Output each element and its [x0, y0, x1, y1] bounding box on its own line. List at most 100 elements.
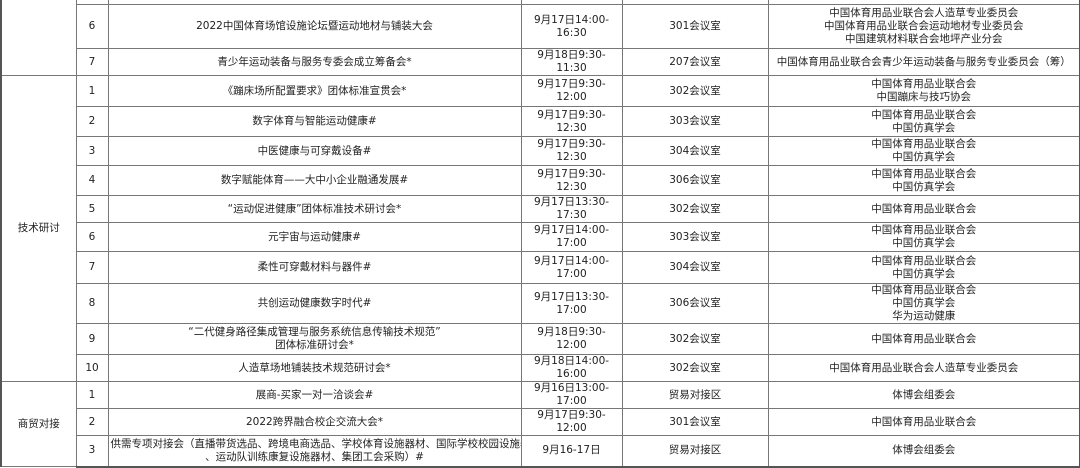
title-cell: 共创运动健康数字时代# [107, 283, 522, 324]
organizer-cell-line: 中国体育用品业联合会 [871, 332, 977, 345]
number-cell: 3 [75, 136, 109, 166]
time-cell: 9月17日13:30-17:30 [520, 195, 623, 223]
category-cell [0, 0, 77, 76]
organizer-cell: 中国体育用品业联合会 中国仿真学会 [767, 251, 1080, 284]
organizer-cell-line: 体博会组委会 [892, 388, 956, 401]
title-cell-line: 供需专项对接会（直播带货选品、跨境电商选品、学校体育设施器材、国际学校校园设施器… [110, 437, 521, 450]
title-cell: 中医健康与可穿戴设备# [107, 136, 522, 166]
number-cell: 4 [75, 165, 109, 196]
table-row: 9 “二代健身路径集成管理与服务系统信息传输技术规范” 团体标准研讨会* 9月18日9… [1, 323, 1080, 355]
organizer-cell-line: 中国体育用品业联合会 [871, 167, 977, 180]
organizer-cell-line: 中国仿真学会 [892, 151, 956, 163]
title-cell-line: 中医健康与可穿戴设备# [257, 144, 372, 157]
room-cell: 304会议室 [621, 136, 769, 166]
title-cell: 展商-买家一对一洽谈会# [107, 381, 522, 409]
table-row: 3 供需专项对接会（直播带货选品、跨境电商选品、学校体育设施器材、国际学校校园设施… [1, 435, 1080, 468]
number-cell: 7 [75, 251, 109, 284]
number-cell: 2 [75, 408, 109, 436]
organizer-cell-line: 中国仿真学会 [892, 121, 956, 134]
time-cell: 9月16-17日 [520, 435, 623, 468]
room-cell: 207会议室 [621, 48, 769, 76]
title-cell-line: 展商-买家一对一洽谈会# [255, 388, 374, 401]
organizer-cell: 中国体育用品业联合会青少年运动装备与服务专业委员会（筹） [767, 48, 1080, 76]
organizer-cell-line: 中国仿真学会 [892, 297, 956, 309]
organizer-cell: 中国体育用品业联合会 中国仿真学会 [767, 106, 1080, 137]
title-cell-line: 2022中国体育场馆设施论坛暨运动地材与铺装大会 [196, 20, 433, 32]
room-cell: 贸易对接区 [621, 435, 769, 468]
title-cell: 柔性可穿戴材料与器件# [107, 251, 522, 284]
table-row: 2 数字体育与智能运动健康# 9月17日9:30-12:30 303会议室 中国体育用品… [1, 106, 1080, 137]
organizer-cell-line: 中国体育用品业联合会 [871, 415, 977, 428]
room-cell: 303会议室 [621, 222, 769, 252]
room-cell: 301会议室 [621, 4, 769, 49]
table-row: 10 人造草场地铺装技术规范研讨会* 9月18日14:00-16:00 302会议室 中… [1, 354, 1080, 382]
organizer-cell-line: 中国体育用品业联合会 [871, 284, 977, 297]
title-cell-line: 人造草场地铺装技术规范研讨会* [238, 361, 391, 374]
table-row: 4 数字赋能体育——大中小企业融通发展# 9月17日9:30-12:30 306会议室… [1, 165, 1080, 196]
organizer-cell-line: 中国仿真学会 [892, 237, 956, 249]
organizer-cell-line: 中国体育用品业联合会人造草专业委员会 [829, 361, 1019, 374]
title-cell-line: 数字赋能体育——大中小企业融通发展# [220, 174, 409, 186]
organizer-cell-line: 中国仿真学会 [892, 267, 956, 280]
organizer-cell: 中国体育用品业联合会 [767, 323, 1080, 355]
category-cell: 商贸对接 [0, 381, 77, 467]
time-cell: 9月17日9:30-12:30 [520, 106, 623, 137]
table-row: 7 青少年运动装备与服务专委会成立筹备会* 9月18日9:30-11:30 207会议… [1, 48, 1080, 76]
organizer-cell: 中国体育用品业联合会 中国仿真学会 华为运动健康 [767, 283, 1080, 324]
organizer-cell: 体博会组委会 [767, 381, 1080, 409]
table-row: 5 “运动促进健康”团体标准技术研讨会* 9月17日13:30-17:30 302会议… [1, 195, 1080, 223]
number-cell: 5 [75, 195, 109, 223]
title-cell-line: 数字体育与智能运动健康# [252, 115, 377, 127]
organizer-cell-line: 中国蹦床与技巧协会 [876, 91, 972, 103]
room-cell: 302会议室 [621, 323, 769, 355]
table-row: 8 共创运动健康数字时代# 9月17日13:30-17:00 306会议室 中国体育用品… [1, 283, 1080, 324]
time-cell: 9月16日13:00-17:00 [520, 381, 623, 409]
room-cell: 贸易对接区 [621, 381, 769, 409]
room-cell: 306会议室 [621, 283, 769, 324]
organizer-cell-line: 中国体育用品业联合会 [871, 224, 977, 236]
title-cell: 青少年运动装备与服务专委会成立筹备会* [107, 48, 522, 76]
room-cell: 306会议室 [621, 165, 769, 196]
number-cell: 6 [75, 4, 109, 49]
organizer-cell: 中国体育用品业联合会 中国仿真学会 [767, 165, 1080, 196]
organizer-cell-line: 中国体育用品业联合会运动地材专业委员会 [824, 20, 1024, 32]
number-cell: 7 [75, 48, 109, 76]
table-row: 2 2022跨界融合校企交流大会* 9月17日9:30-12:00 301会议室 中国体… [1, 408, 1080, 436]
organizer-cell: 中国体育用品业联合会 中国仿真学会 [767, 136, 1080, 166]
organizer-cell-line: 华为运动健康 [892, 310, 956, 322]
time-cell: 9月18日9:30-11:30 [520, 48, 623, 76]
organizer-cell-line: 中国仿真学会 [892, 180, 956, 193]
time-cell: 9月17日13:30-17:00 [520, 283, 623, 324]
organizer-cell: 中国体育用品业联合会人造草专业委员会 中国体育用品业联合会运动地材专业委员会 中国建… [767, 4, 1080, 49]
number-cell: 3 [75, 435, 109, 468]
title-cell: 元宇宙与运动健康# [107, 222, 522, 252]
title-cell: “运动促进健康”团体标准技术研讨会* [107, 195, 522, 223]
title-cell-line: 2022跨界融合校企交流大会* [246, 415, 383, 428]
number-cell: 10 [75, 354, 109, 382]
title-cell-line: 青少年运动装备与服务专委会成立筹备会* [217, 55, 412, 68]
time-cell: 9月18日9:30-12:00 [520, 323, 623, 355]
organizer-cell: 中国体育用品业联合会 [767, 195, 1080, 223]
title-cell: 供需专项对接会（直播带货选品、跨境电商选品、学校体育设施器材、国际学校校园设施器… [107, 435, 522, 468]
room-cell: 301会议室 [621, 408, 769, 436]
category-cell: 技术研讨 [0, 75, 77, 382]
time-cell: 9月18日14:00-16:00 [520, 354, 623, 382]
title-cell-line: 共创运动健康数字时代# [257, 297, 372, 309]
number-cell: 1 [75, 75, 109, 107]
title-cell: 人造草场地铺装技术规范研讨会* [107, 354, 522, 382]
table-row: 技术研讨 1 《蹦床场所配置要求》团体标准宣贯会* 9月17日9:30-12:00 30… [0, 75, 1080, 382]
number-cell: 9 [75, 323, 109, 355]
title-cell: 数字赋能体育——大中小企业融通发展# [107, 165, 522, 196]
organizer-cell-line: 中国体育用品业联合会 [871, 78, 977, 90]
time-cell: 9月17日14:00-17:00 [520, 251, 623, 284]
organizer-cell-line: 中国体育用品业联合会 [871, 108, 977, 121]
organizer-cell-line: 中国体育用品业联合会 [871, 202, 977, 215]
number-cell: 8 [75, 283, 109, 324]
title-cell: “二代健身路径集成管理与服务系统信息传输技术规范” 团体标准研讨会* [107, 323, 522, 355]
room-cell: 302会议室 [621, 195, 769, 223]
title-cell: 2022跨界融合校企交流大会* [107, 408, 522, 436]
time-cell: 9月17日9:30-12:00 [520, 408, 623, 436]
room-cell: 302会议室 [621, 75, 769, 107]
time-cell: 9月17日9:30-12:30 [520, 165, 623, 196]
